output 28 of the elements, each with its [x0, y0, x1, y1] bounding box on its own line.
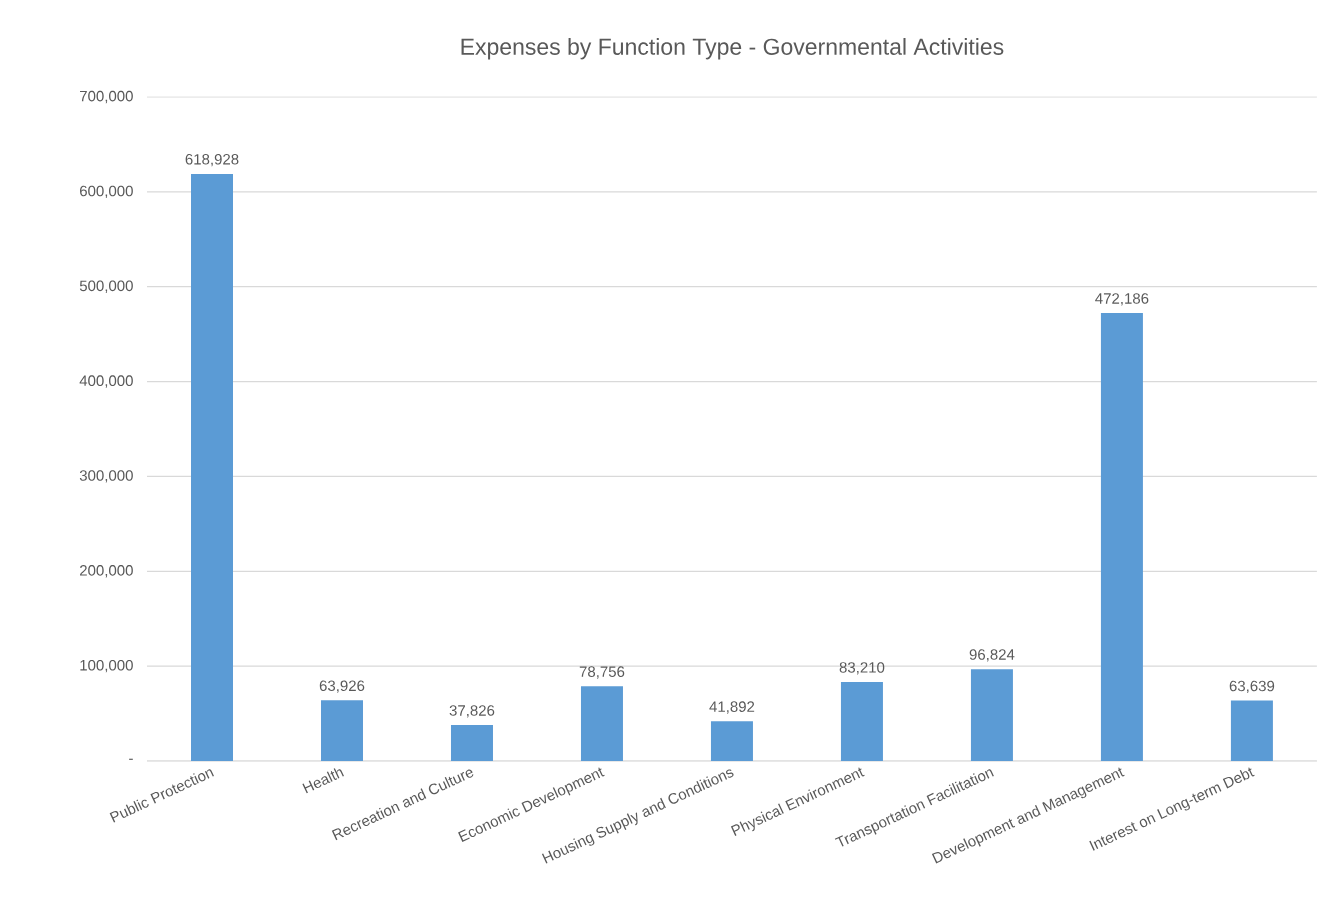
data-label: 78,756 — [579, 666, 625, 679]
y-tick-label: 200,000 — [80, 565, 133, 578]
bar — [1100, 313, 1143, 761]
bar — [450, 725, 493, 761]
y-tick-label: 400,000 — [79, 375, 133, 388]
data-label: 41,892 — [709, 701, 755, 714]
y-tick-label: 100,000 — [80, 659, 133, 673]
bar — [580, 686, 623, 761]
data-label: 37,826 — [449, 705, 495, 718]
y-tick-label: - — [129, 758, 133, 760]
data-label: 96,824 — [969, 649, 1015, 662]
y-tick-label: 600,000 — [80, 185, 133, 199]
bar — [320, 700, 363, 761]
x-tick-label: Health — [302, 768, 344, 794]
data-label: 83,210 — [839, 662, 885, 675]
bar — [191, 173, 233, 761]
bar — [1230, 700, 1273, 761]
y-tick-label: 500,000 — [79, 280, 133, 293]
bar — [840, 682, 883, 761]
bar — [970, 669, 1013, 761]
y-tick-label: 300,000 — [79, 470, 133, 483]
data-label: 472,186 — [1095, 293, 1149, 306]
data-label: 63,926 — [319, 680, 365, 693]
data-label: 63,639 — [1229, 680, 1275, 694]
data-label: 618,928 — [185, 153, 239, 167]
y-tick-label: 700,000 — [80, 90, 133, 104]
bar — [710, 721, 753, 761]
chart-title: Expenses by Function Type - Governmental Activities — [461, 38, 1004, 60]
